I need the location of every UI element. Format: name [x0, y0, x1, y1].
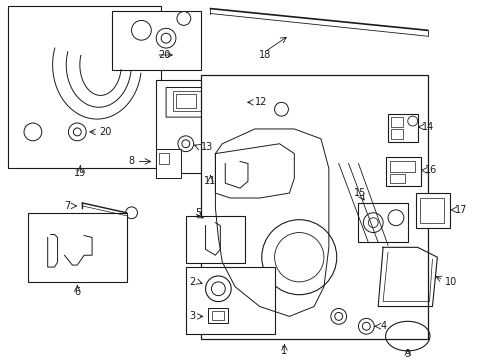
- Bar: [173, 91, 227, 111]
- Circle shape: [24, 123, 42, 141]
- Circle shape: [335, 312, 343, 320]
- Circle shape: [274, 102, 289, 116]
- Text: 13: 13: [200, 142, 213, 152]
- Bar: [156, 80, 274, 173]
- Text: 20: 20: [158, 50, 171, 60]
- Bar: [391, 117, 403, 127]
- Circle shape: [212, 282, 225, 296]
- Bar: [200, 94, 216, 108]
- Text: 20: 20: [99, 127, 111, 137]
- Text: 1: 1: [281, 346, 288, 356]
- Text: 9: 9: [405, 349, 411, 359]
- Text: 14: 14: [421, 122, 434, 132]
- Bar: [416, 193, 450, 228]
- Bar: [159, 153, 169, 165]
- Circle shape: [331, 309, 346, 324]
- Bar: [186, 216, 245, 263]
- Text: 17: 17: [455, 205, 467, 215]
- Circle shape: [262, 220, 337, 295]
- Circle shape: [274, 233, 324, 282]
- Text: 2: 2: [190, 277, 196, 287]
- Circle shape: [359, 318, 374, 334]
- Text: 10: 10: [445, 277, 458, 287]
- Text: 11: 11: [204, 176, 217, 186]
- Bar: [419, 198, 444, 223]
- Circle shape: [205, 276, 231, 302]
- Circle shape: [182, 140, 190, 148]
- Bar: [8, 6, 161, 168]
- Bar: [176, 94, 196, 108]
- Circle shape: [363, 322, 370, 330]
- Circle shape: [156, 28, 176, 48]
- Text: 5: 5: [196, 208, 202, 218]
- Circle shape: [74, 128, 81, 136]
- Text: 18: 18: [259, 50, 271, 60]
- Bar: [391, 129, 403, 139]
- Bar: [156, 149, 181, 178]
- Bar: [213, 311, 224, 320]
- Bar: [209, 309, 228, 323]
- Text: 7: 7: [64, 201, 71, 211]
- Bar: [388, 114, 417, 142]
- Text: 8: 8: [128, 157, 135, 166]
- Text: 3: 3: [190, 311, 196, 321]
- Circle shape: [131, 21, 151, 40]
- Circle shape: [364, 213, 383, 233]
- Bar: [28, 213, 126, 282]
- Text: 19: 19: [74, 168, 86, 178]
- Text: 12: 12: [255, 97, 267, 107]
- Circle shape: [125, 207, 138, 219]
- Bar: [390, 161, 415, 172]
- Bar: [186, 267, 274, 334]
- Bar: [359, 203, 408, 242]
- Bar: [112, 10, 200, 70]
- Circle shape: [161, 33, 171, 43]
- Text: 6: 6: [74, 287, 80, 297]
- Bar: [200, 75, 427, 339]
- Circle shape: [69, 123, 86, 141]
- Circle shape: [178, 136, 194, 152]
- Text: 15: 15: [353, 188, 366, 198]
- Bar: [390, 174, 405, 183]
- Bar: [386, 157, 420, 186]
- Text: 4: 4: [380, 321, 386, 331]
- Text: 16: 16: [424, 165, 437, 175]
- Circle shape: [388, 210, 404, 226]
- Circle shape: [177, 12, 191, 25]
- Circle shape: [408, 116, 417, 126]
- Circle shape: [368, 218, 378, 228]
